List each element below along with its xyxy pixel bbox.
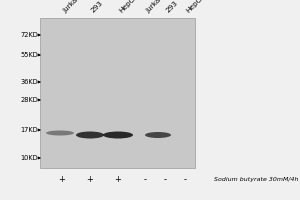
Text: 36KD: 36KD: [20, 79, 38, 85]
Ellipse shape: [145, 132, 171, 138]
Text: Sodium butyrate 30mM/4h: Sodium butyrate 30mM/4h: [214, 178, 298, 182]
Ellipse shape: [103, 132, 133, 138]
Text: 293: 293: [90, 0, 104, 14]
Text: +: +: [115, 176, 122, 184]
Text: HepG2: HepG2: [185, 0, 207, 14]
Text: +: +: [58, 176, 65, 184]
Text: 28KD: 28KD: [20, 97, 38, 103]
Ellipse shape: [46, 130, 74, 136]
Text: 17KD: 17KD: [20, 127, 38, 133]
Text: HepG2: HepG2: [118, 0, 140, 14]
Text: -: -: [143, 176, 146, 184]
Text: +: +: [87, 176, 93, 184]
Text: -: -: [184, 176, 187, 184]
Text: -: -: [164, 176, 166, 184]
Text: 293: 293: [165, 0, 179, 14]
Text: Jurkat: Jurkat: [145, 0, 164, 14]
Bar: [40, 18, 195, 168]
Text: 55KD: 55KD: [20, 52, 38, 58]
Ellipse shape: [76, 132, 104, 138]
Text: 72KD: 72KD: [20, 32, 38, 38]
Text: Jurkat: Jurkat: [62, 0, 81, 14]
Text: 10KD: 10KD: [20, 155, 38, 161]
